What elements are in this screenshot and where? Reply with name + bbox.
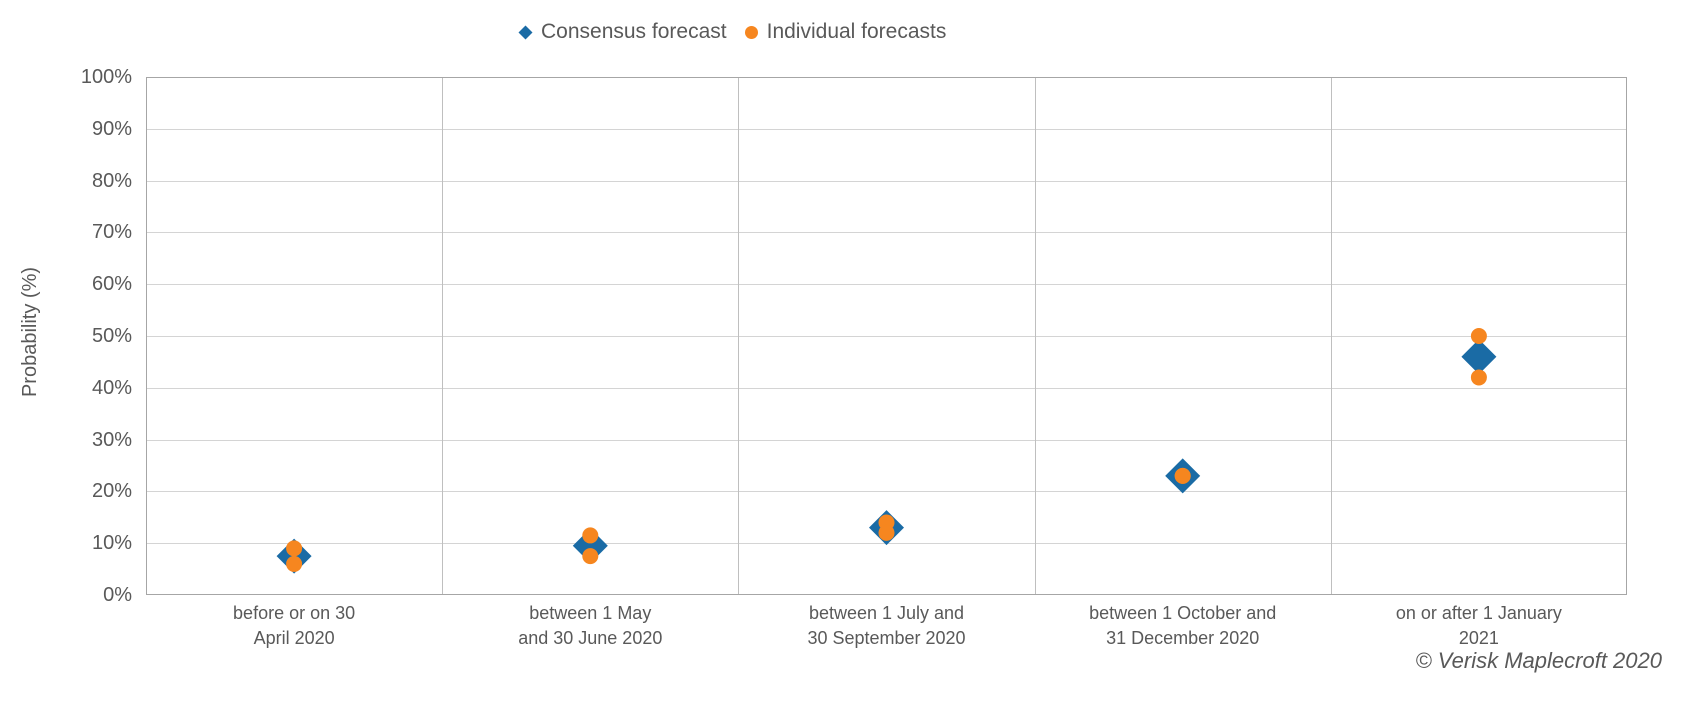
individual-point bbox=[286, 555, 303, 572]
legend-item: Individual forecasts bbox=[744, 20, 947, 44]
circle-icon bbox=[744, 25, 758, 39]
consensus-point bbox=[1461, 339, 1497, 375]
y-tick-label: 20% bbox=[91, 480, 132, 503]
x-category-label: between 1 May and 30 June 2020 bbox=[518, 603, 663, 648]
y-tick-label: 30% bbox=[91, 428, 132, 451]
y-tick-label: 80% bbox=[91, 169, 132, 192]
legend-label: Consensus forecast bbox=[541, 20, 727, 43]
individual-point bbox=[582, 527, 599, 544]
diamond-icon bbox=[518, 25, 533, 39]
x-category-label: between 1 July and 30 September 2020 bbox=[807, 603, 966, 648]
y-tick-label: 10% bbox=[91, 532, 132, 555]
individual-point bbox=[582, 548, 599, 565]
individual-point bbox=[1470, 369, 1487, 386]
copyright-text: © Verisk Maplecroft 2020 bbox=[1415, 648, 1662, 673]
x-category-label: before or on 30 April 2020 bbox=[233, 603, 356, 648]
plot-border bbox=[146, 77, 1627, 595]
y-tick-label: 0% bbox=[103, 584, 132, 606]
y-tick-label: 100% bbox=[80, 66, 132, 88]
consensus-point bbox=[572, 528, 608, 564]
legend-item: Consensus forecast bbox=[518, 20, 727, 44]
y-tick-label: 90% bbox=[91, 117, 132, 140]
y-tick-label: 60% bbox=[91, 273, 132, 296]
individual-point bbox=[1174, 467, 1191, 484]
legend-label: Individual forecasts bbox=[766, 20, 947, 43]
individual-point bbox=[286, 540, 303, 557]
y-tick-label: 50% bbox=[91, 325, 132, 347]
y-tick-label: 40% bbox=[91, 376, 132, 399]
chart-legend: Consensus forecast Individual forecasts bbox=[518, 20, 946, 44]
x-category-label: between 1 October and 31 December 2020 bbox=[1089, 603, 1277, 648]
individual-point bbox=[878, 524, 895, 541]
y-tick-label: 70% bbox=[91, 221, 132, 244]
x-category-label: on or after 1 January 2021 bbox=[1395, 603, 1562, 648]
individual-point bbox=[1470, 328, 1487, 344]
plot-area bbox=[146, 77, 1627, 595]
